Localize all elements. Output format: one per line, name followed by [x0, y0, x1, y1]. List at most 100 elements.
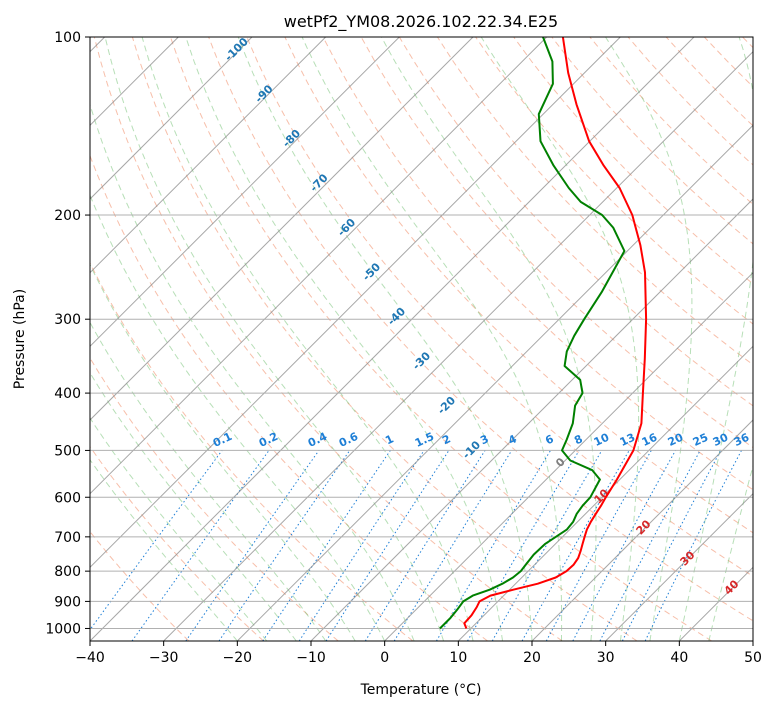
dry-adiabat-label: -80	[280, 127, 303, 150]
x-tick-label: 50	[744, 650, 762, 666]
mixing-ratio-label: 1.5	[413, 430, 436, 450]
isotherm	[90, 37, 621, 569]
isotherm	[605, 492, 753, 641]
x-tick-label: 0	[380, 650, 389, 666]
dry-adiabat	[131, 37, 638, 641]
isotherm	[90, 37, 327, 274]
dry-adiabat	[90, 261, 414, 641]
dry-adiabat	[170, 37, 712, 641]
isotherm	[163, 50, 753, 641]
temperature-line	[463, 37, 648, 629]
mixing-ratio-label: 20	[666, 431, 686, 449]
mixing-ratio-line	[90, 450, 223, 631]
mixing-ratio-line	[467, 450, 580, 641]
isotherm	[236, 124, 753, 641]
y-tick-label: 900	[54, 594, 81, 610]
mixing-ratio-line	[545, 450, 652, 641]
mixing-ratio-label: 30	[711, 431, 731, 449]
moist-adiabat	[380, 37, 597, 641]
dry-adiabat-label: -90	[252, 82, 275, 105]
y-tick-label: 200	[54, 208, 81, 224]
chart-title: wetPf2_YM08.2026.102.22.34.E25	[284, 12, 558, 32]
mixing-ratio-label: 8	[572, 432, 584, 447]
y-tick-label: 400	[54, 386, 81, 402]
dry-adiabat-label: -60	[335, 216, 358, 239]
dry-adiabat	[90, 445, 264, 641]
mixing-ratio-line	[521, 450, 630, 641]
isotherm	[90, 37, 253, 200]
moist-adiabat-label: 40	[722, 577, 742, 597]
y-tick-label: 500	[54, 443, 81, 459]
x-tick-label: −10	[296, 650, 326, 666]
x-tick-label: 30	[597, 650, 615, 666]
moist-adiabat	[141, 37, 474, 641]
isotherm	[678, 566, 753, 641]
moist-adiabat	[237, 37, 533, 641]
isotherm	[457, 345, 753, 641]
mixing-ratio-label: 25	[691, 431, 710, 449]
x-tick-label: 40	[670, 650, 688, 666]
moist-adiabat	[90, 458, 238, 641]
moist-adiabat	[90, 417, 268, 641]
mixing-ratio-label: 6	[543, 432, 556, 447]
y-tick-label: 300	[54, 312, 81, 328]
moist-adiabat	[605, 37, 693, 641]
moist-adiabat	[90, 371, 297, 641]
moist-adiabat	[480, 37, 640, 641]
plot-frame	[89, 36, 754, 642]
x-tick-label: 20	[523, 650, 541, 666]
dry-adiabat	[246, 37, 753, 577]
dry-adiabat-label: -20	[435, 394, 458, 417]
mixing-ratio-line	[298, 450, 425, 641]
x-tick-label: −40	[75, 650, 105, 666]
dry-adiabat	[93, 37, 563, 641]
dry-adiabat	[513, 37, 753, 285]
dry-adiabat	[703, 37, 753, 88]
mixing-ratio-line	[644, 450, 742, 641]
dry-adiabat	[436, 37, 753, 366]
dry-adiabat	[475, 37, 753, 325]
isotherm	[310, 198, 753, 641]
moist-adiabat	[90, 263, 356, 641]
mixing-ratio-label: 10	[592, 431, 612, 449]
moist-adiabat	[301, 37, 563, 641]
mixing-ratio-line	[621, 450, 722, 641]
mixing-ratio-label: 1	[383, 432, 395, 447]
y-tick-label: 100	[54, 30, 81, 46]
mixing-ratio-line	[393, 450, 513, 641]
moist-adiabat-label: 0	[553, 455, 568, 470]
mixing-ratio-label: 0.4	[306, 430, 329, 450]
isotherm	[90, 37, 695, 641]
mixing-ratio-line	[325, 450, 450, 641]
background-lines	[90, 37, 753, 641]
axes: −40 −30 −20 −10 0 10 20 30 40 5010009008007006005…	[45, 30, 762, 666]
moist-adiabat	[90, 102, 415, 641]
dry-adiabat-label: -40	[385, 305, 408, 328]
dry-adiabat	[589, 37, 753, 205]
mixing-ratio-line	[262, 450, 391, 641]
dry-adiabat-label: -100	[222, 35, 251, 64]
mixing-ratio-label: 13	[618, 431, 637, 449]
dry-adiabat-label: -30	[410, 349, 433, 372]
mixing-ratio-label: 16	[640, 431, 660, 449]
y-tick-label: 600	[54, 490, 81, 506]
moist-adiabat	[185, 37, 503, 641]
moist-adiabat	[90, 193, 386, 641]
x-tick-label: −30	[149, 650, 179, 666]
mixing-ratio-line	[364, 450, 486, 641]
dry-adiabat	[208, 37, 753, 622]
y-tick-label: 700	[54, 530, 81, 546]
profile-lines	[439, 37, 648, 630]
moist-adiabat	[678, 37, 753, 641]
dry-adiabat	[284, 37, 753, 534]
dry-adiabat	[90, 530, 190, 641]
dry-adiabat	[90, 357, 339, 641]
mixing-ratio-line	[599, 450, 701, 641]
mixing-ratio-line	[218, 450, 351, 641]
moist-adiabat	[708, 463, 753, 641]
mixing-ratio-line	[572, 450, 676, 641]
x-axis-label: Temperature (°C)	[360, 682, 482, 698]
y-tick-label: 1000	[45, 621, 81, 637]
y-axis-label: Pressure (hPa)	[12, 289, 28, 389]
